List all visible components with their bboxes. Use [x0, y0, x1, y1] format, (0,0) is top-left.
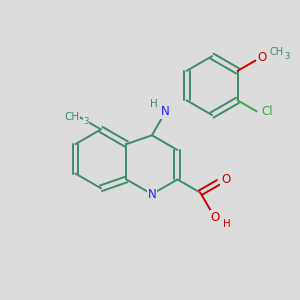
Text: H: H	[150, 99, 158, 109]
Text: O: O	[211, 211, 220, 224]
Text: CH: CH	[270, 47, 284, 57]
Text: N: N	[160, 105, 169, 118]
Text: H: H	[223, 219, 231, 229]
Text: N: N	[148, 188, 156, 201]
Text: Cl: Cl	[261, 105, 273, 118]
Text: 3: 3	[83, 117, 88, 126]
Text: O: O	[221, 173, 230, 186]
Text: O: O	[257, 50, 266, 64]
Text: 3: 3	[284, 52, 290, 61]
Text: CH: CH	[64, 112, 80, 122]
